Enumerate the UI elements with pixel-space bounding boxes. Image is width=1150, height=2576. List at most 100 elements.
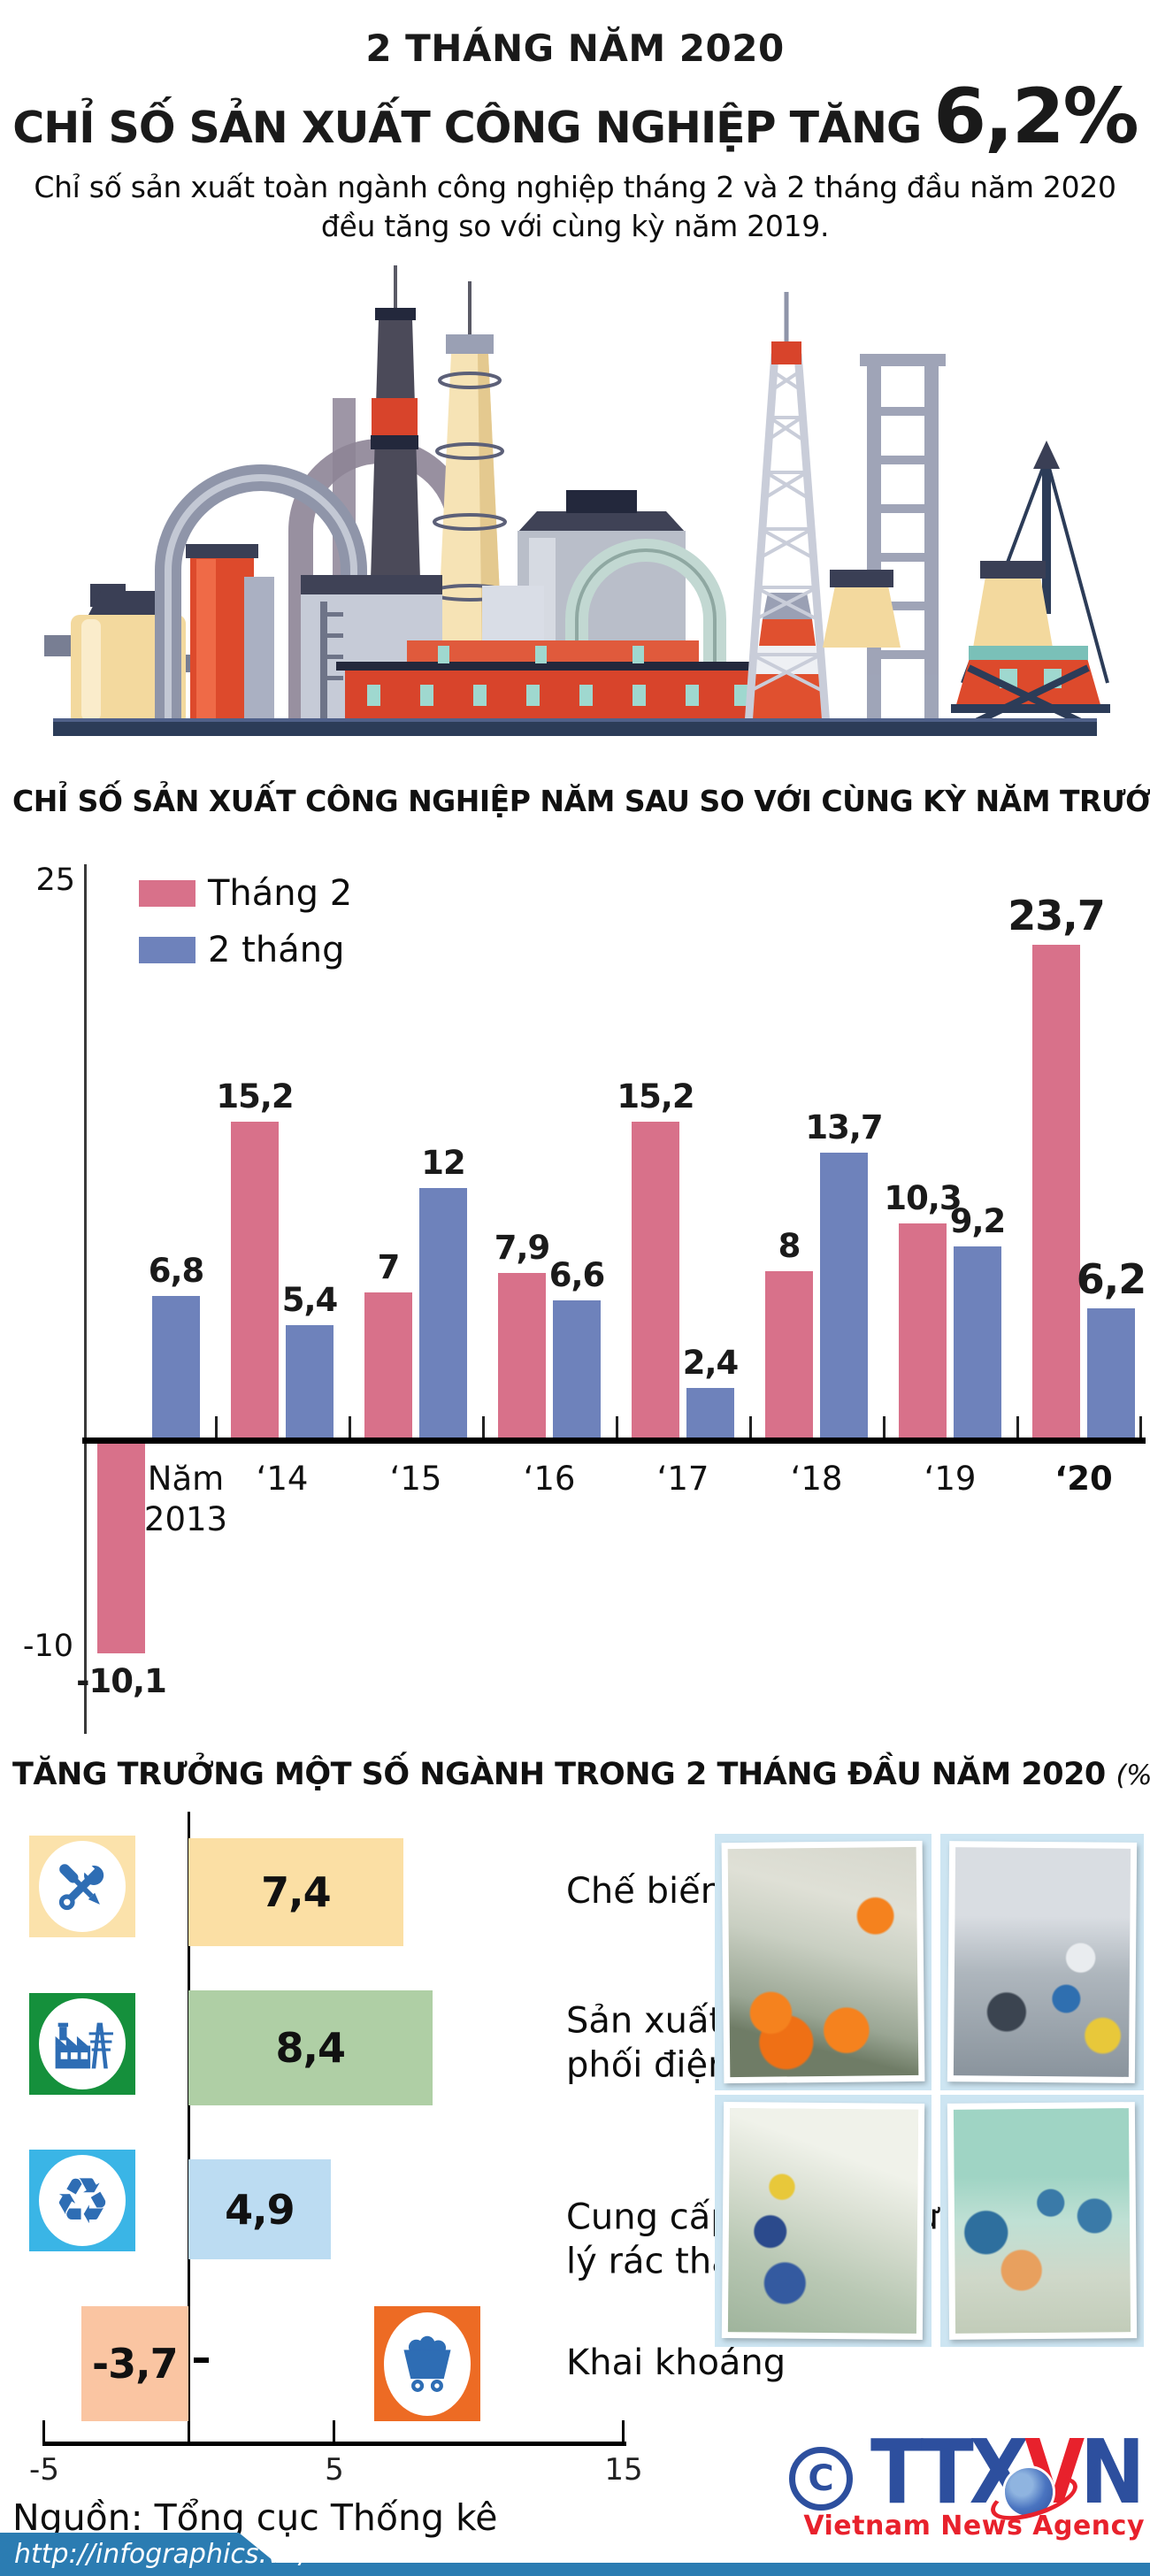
chart2-title-unit: (%): [1116, 1760, 1150, 1791]
chart2-bar-1: 8,4: [188, 1990, 433, 2105]
page-subtitle: Chỉ số sản xuất toàn ngành công nghiệp t…: [27, 168, 1123, 245]
chart2-tick-5: [333, 2420, 335, 2443]
logo-tagline: Vietnam News Agency: [803, 2511, 1145, 2542]
chart2-zero-axis: [188, 1812, 190, 2444]
globe-icon: [1005, 2468, 1053, 2516]
chart1-value-label: 9,2: [949, 1201, 1007, 1240]
chart1-xtick-label-5: ‘18: [790, 1460, 843, 1498]
chart1-value-label: 8: [778, 1227, 801, 1265]
chart1-value-label: 2,4: [682, 1343, 740, 1382]
chart2-x-axis: [42, 2442, 626, 2446]
page-title-text: CHỈ SỐ SẢN XUẤT CÔNG NGHIỆP TĂNG: [12, 103, 922, 153]
chart1-ytick-minus10: -10: [22, 1629, 73, 1664]
chart1-value-label: 15,2: [216, 1077, 294, 1116]
lattice-tower-silhouette: [860, 354, 946, 725]
chart1-bar-2tháng-0: [152, 1296, 200, 1438]
chart1-value-label: 6,2: [1076, 1255, 1147, 1304]
chart1-y-axis: [84, 864, 87, 1734]
legend-item-thang2: Tháng 2: [139, 873, 352, 914]
chart1-bar-2tháng-1: [286, 1325, 334, 1438]
photo-sorting-workers: [940, 2095, 1144, 2347]
chart1-bar-Tháng2-5: [765, 1271, 813, 1438]
chart2-tick-15: [622, 2420, 625, 2443]
chart1-bar-Tháng2-4: [632, 1121, 679, 1438]
legend-label-2thang: 2 tháng: [208, 930, 345, 970]
photo-car-assembly: [715, 2095, 932, 2347]
derrick-tower: [744, 353, 831, 726]
chart2-value-label: 7,4: [261, 1868, 331, 1916]
chart2-negative-dash: [194, 2358, 209, 2363]
legend-label-thang2: Tháng 2: [208, 873, 353, 914]
subtitle-line2: đều tăng so với cùng kỳ năm 2019.: [320, 208, 830, 243]
chart1-bar-Tháng2-3: [498, 1273, 546, 1438]
chart1-value-label: 10,3: [884, 1178, 962, 1217]
chart1-bar-2tháng-7: [1087, 1308, 1135, 1438]
chart2-title: TĂNG TRƯỞNG MỘT SỐ NGÀNH TRONG 2 THÁNG Đ…: [12, 1757, 1150, 1792]
chart1-value-label: 6,6: [548, 1255, 606, 1294]
chart1-plot: 25 -10 Tháng 2 2 tháng -10,1 6,8 Năm 2013 1…: [23, 862, 1150, 1747]
page-title-value: 6,2%: [933, 73, 1139, 161]
factory-illustration: [44, 265, 1110, 736]
chart2-value-label: 4,9: [225, 2185, 295, 2234]
chart1-baseline: [82, 1438, 1146, 1444]
chart2-bar-3: -3,7: [80, 2306, 188, 2421]
chart1-xtick-label-2: ‘15: [389, 1460, 442, 1498]
chart1-axis-tick-6: [1016, 1416, 1019, 1438]
ttxvn-logo: C TTXVN Vietnam News Agency: [778, 2420, 1150, 2549]
page-title: CHỈ SỐ SẢN XUẤT CÔNG NGHIỆP TĂNG 6,2%: [0, 73, 1150, 161]
chart2-bar-0: 7,4: [188, 1838, 403, 1946]
chart1-bar-2tháng-3: [553, 1300, 601, 1438]
chart1-bar-2tháng-6: [954, 1246, 1001, 1438]
recycle-icon: ♻: [38, 2154, 126, 2247]
power-plant-icon-box: [29, 1993, 135, 2095]
chart1-axis-tick-end: [1139, 1416, 1142, 1438]
legend-swatch-blue: [139, 937, 196, 963]
chart1-xtick-label-1: ‘14: [256, 1460, 309, 1498]
logo-ttx: TTX: [870, 2420, 1029, 2524]
chart1-value-label: 15,2: [617, 1077, 694, 1116]
photo-power-workers: [715, 1834, 932, 2090]
power-plant-icon: [38, 1997, 126, 2090]
chart1-xtick-label-0: Năm 2013: [143, 1460, 228, 1539]
chart2-category-label-3: Khai khoáng: [566, 2342, 786, 2384]
chart1-xtick-label-7: ‘20: [1054, 1460, 1113, 1498]
chart1-axis-tick-3: [616, 1416, 618, 1438]
chart1-value-label: 6,8: [148, 1252, 205, 1291]
chart1-bar-2tháng-2: [419, 1188, 467, 1438]
chart2-value-label: -3,7: [92, 2340, 179, 2388]
chart1-bar-Tháng2-2: [364, 1292, 412, 1438]
subtitle-line1: Chỉ số sản xuất toàn ngành công nghiệp t…: [34, 170, 1116, 204]
chart2-tick-minus5: [42, 2420, 45, 2443]
chart1-value-label: 7,9: [494, 1229, 551, 1268]
chart1-axis-tick-5: [883, 1416, 886, 1438]
chart1-bar-Tháng2-6: [899, 1223, 947, 1438]
chart1-title: CHỈ SỐ SẢN XUẤT CÔNG NGHIỆP NĂM SAU SO V…: [12, 784, 1150, 818]
chart1-bar-2tháng-5: [820, 1153, 868, 1438]
chart1-axis-tick-4: [749, 1416, 752, 1438]
tools-icon-box: [29, 1836, 135, 1937]
chart1-title-text: CHỈ SỐ SẢN XUẤT CÔNG NGHIỆP NĂM SAU SO V…: [12, 784, 1150, 818]
chart2-ticklabel-5: 5: [325, 2452, 344, 2488]
logo-n: N: [1079, 2420, 1146, 2524]
photo-factory-line: [940, 1834, 1144, 2090]
chart1-value-label: 7: [377, 1247, 401, 1286]
chart1-axis-tick-2: [482, 1416, 485, 1438]
chart2-value-label: 8,4: [275, 2024, 346, 2072]
chart1-bar-2tháng-4: [686, 1387, 734, 1438]
chart1-bar-Tháng2-0: [97, 1444, 145, 1654]
chart1-value-label: 13,7: [805, 1108, 883, 1147]
kicker-title: 2 THÁNG NĂM 2020: [365, 27, 785, 70]
mine-cart-icon-box: [374, 2306, 480, 2421]
chart1-value-label: -10,1: [76, 1662, 167, 1701]
chart1-legend: Tháng 2 2 tháng: [139, 873, 352, 986]
chart2-bar-2: 4,9: [188, 2159, 331, 2259]
legend-swatch-pink: [139, 880, 196, 907]
chart2-ticklabel-15: 15: [604, 2452, 643, 2488]
chart1-bar-Tháng2-1: [231, 1121, 279, 1438]
footer-url: http://infographics.vn/: [14, 2539, 309, 2570]
footer-ribbon: [0, 2533, 292, 2576]
tools-icon: [38, 1840, 126, 1933]
chart1-bar-Tháng2-7: [1032, 945, 1080, 1438]
source-note: Nguồn: Tổng cục Thống kê: [12, 2496, 498, 2539]
